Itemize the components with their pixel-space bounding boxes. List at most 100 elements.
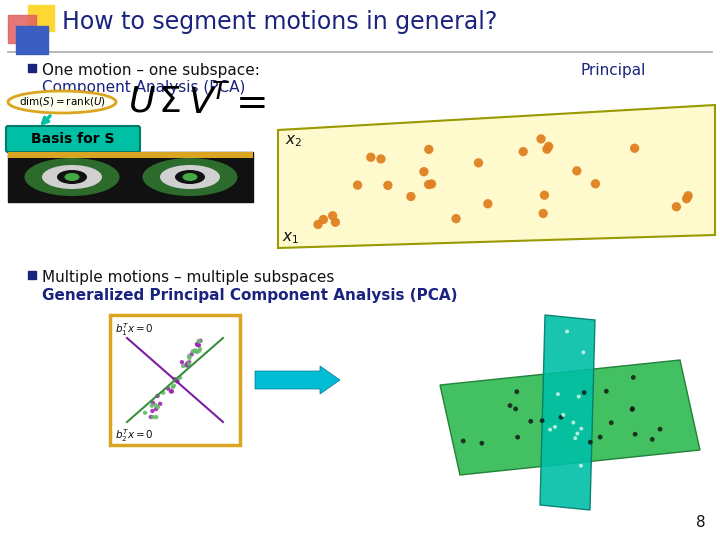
Text: Basis for S: Basis for S	[31, 132, 114, 146]
Point	[549, 423, 561, 431]
Bar	[28, 5, 54, 31]
Text: Principal: Principal	[580, 63, 645, 78]
Point	[575, 424, 587, 433]
Text: $\mathit{V}^{\!T}$: $\mathit{V}^{\!T}$	[188, 85, 230, 121]
Text: $\mathit{U}$: $\mathit{U}$	[128, 85, 156, 119]
Text: $b_1^T x = 0$: $b_1^T x = 0$	[115, 321, 154, 338]
Point	[476, 439, 487, 448]
Point	[670, 202, 682, 211]
Point	[192, 341, 204, 349]
Point	[146, 401, 158, 410]
Point	[193, 341, 204, 349]
Point	[572, 429, 583, 438]
Point	[681, 194, 693, 203]
Text: $=$: $=$	[228, 83, 266, 121]
Point	[330, 218, 341, 227]
Point	[544, 426, 556, 434]
Point	[555, 413, 567, 422]
Point	[147, 407, 158, 415]
Point	[193, 337, 204, 346]
Point	[450, 214, 462, 223]
Point	[626, 405, 638, 414]
Ellipse shape	[182, 173, 197, 181]
Point	[512, 433, 523, 442]
Point	[174, 373, 186, 382]
Ellipse shape	[175, 170, 205, 184]
Point	[375, 154, 387, 163]
Point	[193, 347, 204, 355]
Text: Multiple motions – multiple subspaces: Multiple motions – multiple subspaces	[42, 270, 334, 285]
Point	[189, 347, 201, 355]
FancyBboxPatch shape	[6, 126, 140, 152]
Ellipse shape	[42, 165, 102, 189]
Point	[575, 461, 587, 470]
Point	[154, 400, 166, 408]
Point	[629, 144, 640, 153]
Point	[535, 134, 546, 143]
Point	[187, 347, 199, 355]
Point	[504, 401, 516, 410]
Bar	[16, 26, 48, 54]
Point	[537, 209, 549, 218]
Bar	[110, 315, 240, 445]
Point	[539, 191, 550, 199]
Point	[573, 392, 585, 401]
Point	[169, 375, 181, 383]
Point	[647, 435, 658, 444]
Point	[194, 336, 206, 345]
Text: 8: 8	[696, 515, 706, 530]
Bar	[28, 64, 36, 72]
Point	[186, 350, 197, 359]
Point	[178, 362, 189, 370]
Point	[510, 404, 521, 413]
Point	[150, 401, 161, 410]
Point	[167, 383, 179, 391]
Text: One motion – one subspace:: One motion – one subspace:	[42, 63, 260, 78]
Point	[382, 181, 394, 190]
Point	[525, 417, 536, 426]
Point	[140, 408, 151, 417]
Point	[172, 377, 184, 386]
Point	[571, 166, 582, 175]
Text: Component Analysis (PCA): Component Analysis (PCA)	[42, 80, 246, 95]
Point	[147, 413, 158, 421]
Text: $\Sigma$: $\Sigma$	[158, 85, 181, 119]
Point	[585, 438, 596, 447]
Point	[457, 437, 469, 445]
Point	[158, 388, 169, 397]
Point	[166, 387, 178, 396]
Point	[176, 358, 188, 367]
Point	[606, 418, 617, 427]
Point	[184, 354, 195, 362]
Point	[171, 376, 182, 385]
Point	[147, 399, 158, 407]
Point	[629, 430, 641, 438]
Point	[150, 405, 162, 414]
Point	[570, 434, 581, 442]
Point	[543, 142, 554, 151]
Text: $x_2$: $x_2$	[285, 133, 302, 149]
Point	[562, 327, 573, 336]
Ellipse shape	[24, 158, 120, 196]
Point	[578, 388, 590, 397]
Ellipse shape	[160, 165, 220, 189]
Bar	[8, 15, 36, 43]
Point	[365, 153, 377, 161]
Point	[318, 215, 329, 224]
Ellipse shape	[143, 158, 238, 196]
Point	[626, 404, 638, 413]
Point	[192, 348, 203, 356]
Point	[150, 413, 162, 421]
Point	[654, 425, 666, 434]
Bar	[8, 152, 253, 202]
Point	[405, 192, 417, 201]
Point	[182, 361, 194, 370]
FancyArrow shape	[255, 366, 340, 394]
Point	[683, 191, 694, 200]
Point	[180, 361, 192, 369]
Point	[423, 145, 435, 154]
Point	[194, 337, 205, 346]
Point	[511, 387, 523, 396]
Point	[536, 416, 548, 425]
Point	[473, 159, 485, 167]
